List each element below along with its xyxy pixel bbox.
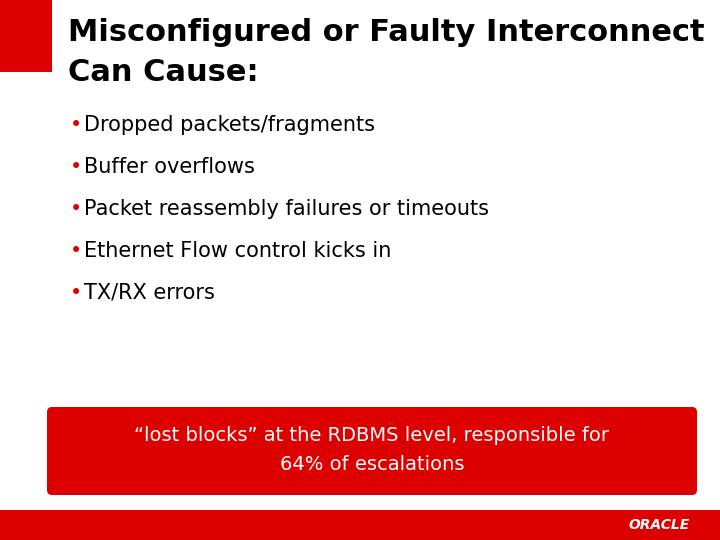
Text: 64% of escalations: 64% of escalations [280, 455, 464, 474]
FancyBboxPatch shape [47, 407, 697, 495]
Text: Packet reassembly failures or timeouts: Packet reassembly failures or timeouts [84, 199, 489, 219]
Text: “lost blocks” at the RDBMS level, responsible for: “lost blocks” at the RDBMS level, respon… [135, 426, 610, 445]
Text: •: • [70, 241, 82, 261]
Text: Buffer overflows: Buffer overflows [84, 157, 255, 177]
Text: ORACLE: ORACLE [629, 518, 690, 532]
Text: TX/RX errors: TX/RX errors [84, 283, 215, 303]
Text: •: • [70, 157, 82, 177]
Text: Ethernet Flow control kicks in: Ethernet Flow control kicks in [84, 241, 392, 261]
Text: •: • [70, 199, 82, 219]
Bar [0, 510, 720, 540]
Text: •: • [70, 283, 82, 303]
Bar [0, 0, 52, 72]
Text: Can Cause:: Can Cause: [68, 58, 258, 87]
Text: Misconfigured or Faulty Interconnect: Misconfigured or Faulty Interconnect [68, 18, 705, 47]
Text: Dropped packets/fragments: Dropped packets/fragments [84, 115, 375, 135]
Text: •: • [70, 115, 82, 135]
